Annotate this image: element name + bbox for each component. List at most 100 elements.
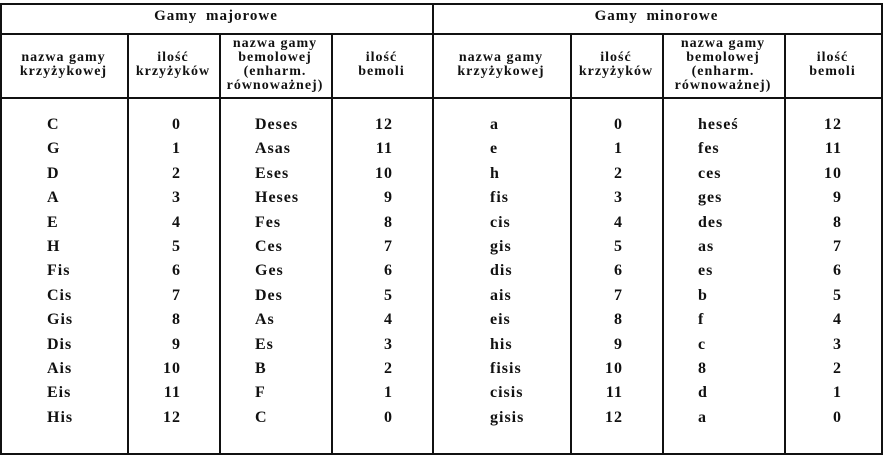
scale-name-cell: H: [47, 238, 61, 255]
column-divider: [570, 33, 572, 455]
count-cell: 12: [375, 116, 393, 133]
scale-name-cell: Ais: [47, 360, 73, 377]
count-cell: 8: [172, 311, 181, 329]
scale-name-cell: fes: [698, 140, 720, 158]
column-header: ilość bemoli: [809, 50, 856, 79]
count-cell: 0: [833, 408, 842, 426]
count-cell: 5: [384, 286, 393, 304]
scale-name-cell: as: [698, 238, 715, 255]
column-header: ilość krzyżyków: [578, 50, 654, 79]
scale-name-cell: des: [698, 213, 724, 231]
count-cell: 9: [833, 189, 842, 207]
column-divider: [432, 3, 434, 455]
scale-name-cell: Eis: [47, 384, 72, 402]
scale-name-cell: ces: [698, 164, 722, 182]
count-cell: 10: [375, 164, 393, 182]
count-cell: 8: [833, 213, 842, 231]
scale-name-cell: c: [698, 335, 707, 353]
scale-name-cell: F: [255, 384, 266, 402]
scale-name-cell: fisis: [490, 360, 522, 377]
count-cell: 3: [384, 335, 393, 353]
scale-name-cell: his: [490, 335, 513, 353]
count-cell: 11: [163, 384, 181, 402]
scale-name-cell: gisis: [490, 408, 525, 426]
scale-name-cell: G: [47, 140, 61, 158]
column-divider: [127, 33, 129, 455]
count-cell: 6: [614, 262, 623, 280]
count-cell: 12: [824, 116, 842, 133]
count-cell: 7: [172, 286, 181, 304]
count-cell: 3: [833, 335, 842, 353]
count-cell: 6: [833, 262, 842, 280]
count-cell: 0: [172, 116, 181, 133]
scale-name-cell: gis: [490, 238, 512, 255]
count-cell: 4: [384, 311, 393, 329]
column-divider: [219, 33, 221, 455]
scale-name-cell: h: [490, 164, 500, 182]
scale-name-cell: cis: [490, 213, 511, 231]
count-cell: 1: [614, 140, 623, 158]
count-cell: 4: [614, 213, 623, 231]
scale-name-cell: eis: [490, 311, 511, 329]
count-cell: 8: [614, 311, 623, 329]
scale-name-cell: A: [47, 189, 60, 207]
count-cell: 7: [614, 286, 623, 304]
count-cell: 11: [375, 140, 393, 158]
scale-name-cell: Fes: [255, 213, 282, 231]
scale-name-cell: cisis: [490, 384, 524, 402]
scale-name-cell: ges: [698, 189, 723, 207]
scale-name-cell: C: [47, 116, 60, 133]
count-cell: 1: [172, 140, 181, 158]
count-cell: 5: [172, 238, 181, 255]
scale-name-cell: fis: [490, 189, 509, 207]
scale-name-cell: dis: [490, 262, 513, 280]
scale-name-cell: a: [698, 408, 707, 426]
scale-name-cell: 8: [698, 360, 707, 377]
scale-name-cell: Gis: [47, 311, 74, 329]
count-cell: 2: [384, 360, 393, 377]
scale-name-cell: a: [490, 116, 499, 133]
column-divider: [662, 33, 664, 455]
count-cell: 9: [614, 335, 623, 353]
scale-name-cell: f: [698, 311, 705, 329]
column-divider: [784, 33, 786, 455]
table-border: [0, 453, 883, 455]
scale-name-cell: d: [698, 384, 708, 402]
scale-name-cell: e: [490, 140, 499, 158]
column-header: nazwa gamy bemolowej (enharm. równoważne…: [674, 36, 772, 93]
scale-name-cell: Cis: [47, 286, 73, 304]
count-cell: 10: [163, 360, 181, 377]
count-cell: 3: [614, 189, 623, 207]
column-header: nazwa gamy krzyżykowej: [19, 50, 108, 79]
count-cell: 4: [833, 311, 842, 329]
scale-name-cell: Deses: [255, 116, 299, 133]
count-cell: 11: [824, 140, 842, 158]
count-cell: 2: [833, 360, 842, 377]
count-cell: 12: [605, 408, 623, 426]
scale-name-cell: Ces: [255, 238, 283, 255]
column-divider: [0, 3, 2, 455]
count-cell: 10: [605, 360, 623, 377]
scale-name-cell: es: [698, 262, 714, 280]
count-cell: 5: [614, 238, 623, 255]
scale-name-cell: Dis: [47, 335, 73, 353]
scale-name-cell: As: [255, 311, 275, 329]
count-cell: 9: [384, 189, 393, 207]
scale-name-cell: b: [698, 286, 708, 304]
column-header: nazwa gamy bemolowej (enharm. równoważne…: [226, 36, 324, 93]
count-cell: 0: [384, 408, 393, 426]
count-cell: 11: [605, 384, 623, 402]
scale-name-cell: B: [255, 360, 267, 377]
section-title: Gamy majorowe: [154, 8, 278, 24]
column-header: ilość krzyżyków: [135, 50, 211, 79]
count-cell: 4: [172, 213, 181, 231]
table-border: [0, 97, 883, 99]
section-title: Gamy minorowe: [594, 8, 719, 24]
column-divider: [881, 3, 883, 455]
column-header: nazwa gamy krzyżykowej: [457, 50, 545, 79]
count-cell: 6: [384, 262, 393, 280]
count-cell: 12: [163, 408, 181, 426]
count-cell: 10: [824, 164, 842, 182]
scale-name-cell: His: [47, 408, 74, 426]
table-border: [0, 3, 883, 5]
